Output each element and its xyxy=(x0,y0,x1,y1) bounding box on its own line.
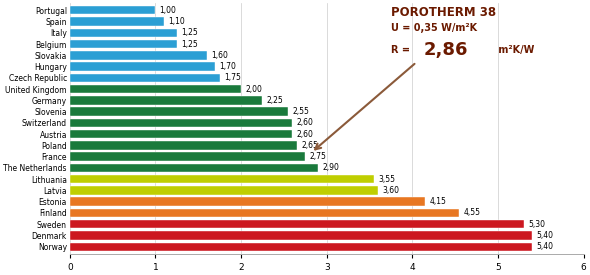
Text: 2,65: 2,65 xyxy=(301,141,318,150)
Bar xyxy=(70,40,177,48)
Bar xyxy=(70,6,155,15)
Text: 2,60: 2,60 xyxy=(297,118,314,127)
Text: 2,55: 2,55 xyxy=(293,107,309,116)
Bar xyxy=(70,74,219,82)
Text: 2,90: 2,90 xyxy=(322,163,339,172)
Text: m²K/W: m²K/W xyxy=(496,45,535,55)
Text: 1,60: 1,60 xyxy=(211,51,228,60)
Bar xyxy=(70,197,425,206)
Bar xyxy=(70,96,263,104)
Bar xyxy=(70,107,288,116)
Bar xyxy=(70,130,293,138)
Text: 3,55: 3,55 xyxy=(378,175,395,184)
Text: 1,25: 1,25 xyxy=(181,28,198,37)
Bar xyxy=(70,62,215,71)
Bar xyxy=(70,220,524,229)
Text: POROTHERM 38: POROTHERM 38 xyxy=(391,6,496,19)
Text: 2,25: 2,25 xyxy=(267,96,284,105)
Text: 1,10: 1,10 xyxy=(168,17,185,26)
Bar xyxy=(70,231,532,240)
Bar xyxy=(70,29,177,37)
Bar xyxy=(70,85,241,93)
Text: 4,55: 4,55 xyxy=(464,208,481,218)
Bar xyxy=(70,164,318,172)
Text: 5,30: 5,30 xyxy=(528,220,545,229)
Text: R =: R = xyxy=(391,45,414,55)
Text: 5,40: 5,40 xyxy=(536,231,553,240)
Text: 1,00: 1,00 xyxy=(160,6,176,15)
Bar xyxy=(70,141,297,150)
Bar xyxy=(70,209,460,217)
Bar xyxy=(70,51,206,59)
Bar xyxy=(70,152,305,161)
Bar xyxy=(70,186,378,195)
Text: 1,25: 1,25 xyxy=(181,40,198,48)
Bar xyxy=(70,243,532,251)
Bar xyxy=(70,17,164,26)
Text: 5,40: 5,40 xyxy=(536,242,553,251)
Text: 2,00: 2,00 xyxy=(245,85,262,94)
Bar xyxy=(70,175,374,183)
Text: 2,60: 2,60 xyxy=(297,130,314,139)
Text: 3,60: 3,60 xyxy=(382,186,399,195)
Text: U = 0,35 W/m²K: U = 0,35 W/m²K xyxy=(391,23,477,33)
Text: 1,75: 1,75 xyxy=(224,73,241,82)
Bar xyxy=(70,119,293,127)
Text: 2,86: 2,86 xyxy=(424,41,468,59)
Text: 1,70: 1,70 xyxy=(219,62,237,71)
Text: 4,15: 4,15 xyxy=(430,197,447,206)
Text: 2,75: 2,75 xyxy=(310,152,326,161)
